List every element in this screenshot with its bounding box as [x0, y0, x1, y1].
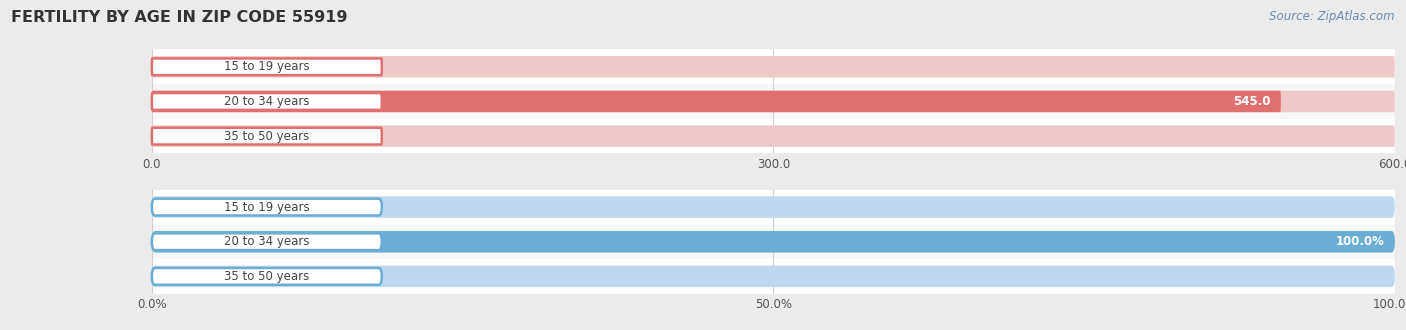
- Text: 20 to 34 years: 20 to 34 years: [224, 95, 309, 108]
- FancyBboxPatch shape: [152, 266, 1395, 287]
- FancyBboxPatch shape: [152, 231, 1395, 252]
- Bar: [152, 84, 1395, 119]
- FancyBboxPatch shape: [152, 199, 382, 215]
- Text: 0.0: 0.0: [165, 130, 183, 143]
- Text: 545.0: 545.0: [1233, 95, 1271, 108]
- FancyBboxPatch shape: [152, 56, 1395, 78]
- Bar: [152, 224, 1395, 259]
- FancyBboxPatch shape: [152, 58, 382, 75]
- FancyBboxPatch shape: [152, 91, 1281, 112]
- Text: 35 to 50 years: 35 to 50 years: [224, 130, 309, 143]
- FancyBboxPatch shape: [152, 93, 382, 110]
- Text: 100.0%: 100.0%: [1336, 235, 1385, 248]
- Text: FERTILITY BY AGE IN ZIP CODE 55919: FERTILITY BY AGE IN ZIP CODE 55919: [11, 10, 347, 25]
- Text: 0.0%: 0.0%: [165, 270, 194, 283]
- FancyBboxPatch shape: [152, 231, 1395, 252]
- Bar: [152, 190, 1395, 224]
- Bar: [152, 259, 1395, 294]
- FancyBboxPatch shape: [152, 128, 382, 145]
- FancyBboxPatch shape: [152, 196, 1395, 218]
- Text: 15 to 19 years: 15 to 19 years: [224, 201, 309, 214]
- FancyBboxPatch shape: [152, 91, 1395, 112]
- FancyBboxPatch shape: [152, 268, 382, 285]
- Text: 0.0%: 0.0%: [165, 201, 194, 214]
- FancyBboxPatch shape: [152, 125, 1395, 147]
- Text: 0.0: 0.0: [165, 60, 183, 73]
- FancyBboxPatch shape: [152, 233, 382, 250]
- Text: 20 to 34 years: 20 to 34 years: [224, 235, 309, 248]
- Text: 15 to 19 years: 15 to 19 years: [224, 60, 309, 73]
- Bar: [152, 119, 1395, 153]
- Text: Source: ZipAtlas.com: Source: ZipAtlas.com: [1270, 10, 1395, 23]
- Text: 35 to 50 years: 35 to 50 years: [224, 270, 309, 283]
- Bar: [152, 50, 1395, 84]
